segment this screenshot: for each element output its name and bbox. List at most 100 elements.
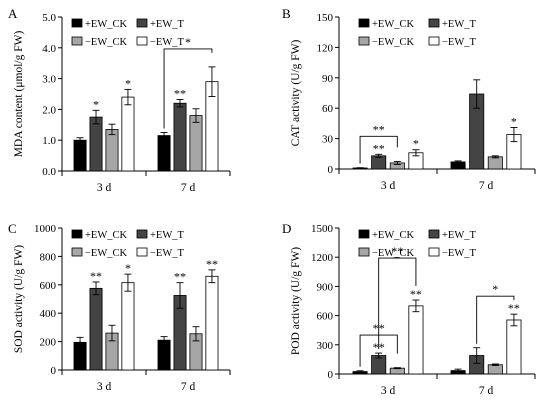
bracket-label: ** <box>373 122 385 136</box>
bar <box>73 139 87 172</box>
y-tick-label: 900 <box>317 281 334 293</box>
bar <box>408 305 424 375</box>
x-category-label: 7 d <box>181 182 196 194</box>
x-category-label: 7 d <box>479 180 494 192</box>
significance-bracket <box>476 295 515 344</box>
legend-label: −EW_T <box>442 37 476 48</box>
y-tick-label: 90 <box>322 73 334 85</box>
significance-mark: ** <box>174 87 186 101</box>
y-tick-label: 4.0 <box>42 43 56 55</box>
bar <box>487 364 503 375</box>
panel-letter: C <box>8 221 17 236</box>
y-axis-label: SOD activity (U/g FW) <box>13 245 25 353</box>
bracket-label: * <box>492 282 498 296</box>
bar <box>506 319 522 375</box>
bar <box>173 102 187 172</box>
legend-label: −EW_T <box>150 248 184 259</box>
y-tick-label: 120 <box>317 42 334 54</box>
legend-label: −EW_CK <box>85 37 127 48</box>
legend-label: +EW_T <box>150 19 184 30</box>
legend-label: +EW_T <box>442 19 476 30</box>
y-axis-label: CAT activity (U/g FW) <box>290 39 302 146</box>
y-tick-label: 5.0 <box>42 12 56 24</box>
legend-swatch <box>428 229 440 239</box>
bar <box>89 287 103 371</box>
y-tick-label: 30 <box>322 134 334 146</box>
y-axis-label: POD activity (U/g FW) <box>290 247 302 355</box>
y-tick-label: 0 <box>51 365 57 377</box>
y-tick-label: 1200 <box>311 252 334 264</box>
legend-swatch <box>358 36 370 46</box>
legend-swatch <box>136 247 148 257</box>
x-category-label: 3 d <box>381 385 396 397</box>
panel-letter: A <box>8 6 18 21</box>
significance-mark: * <box>125 76 131 90</box>
bar <box>89 116 103 172</box>
x-category-label: 3 d <box>97 182 112 194</box>
legend-swatch <box>428 247 440 257</box>
legend-swatch <box>71 36 83 46</box>
y-tick-label: 200 <box>40 337 57 349</box>
significance-mark: * <box>93 97 99 111</box>
significance-mark: * <box>511 114 517 128</box>
significance-mark: ** <box>174 270 186 284</box>
legend-label: −EW_CK <box>85 248 127 259</box>
legend-label: −EW_T <box>442 248 476 259</box>
y-tick-label: 600 <box>40 280 57 292</box>
y-tick-label: 3.0 <box>42 74 56 86</box>
bracket-label: ** <box>391 244 403 258</box>
legend-swatch <box>358 247 370 257</box>
significance-mark: ** <box>90 269 102 283</box>
y-tick-label: 1.0 <box>42 135 56 147</box>
y-tick-label: 150 <box>317 12 334 24</box>
legend-swatch <box>136 18 148 28</box>
legend-swatch <box>428 18 440 28</box>
x-category-label: 7 d <box>181 381 196 393</box>
legend-swatch <box>358 229 370 239</box>
legend-label: −EW_CK <box>372 37 414 48</box>
bracket-label: * <box>185 35 191 49</box>
y-tick-label: 1500 <box>311 223 334 235</box>
legend-swatch <box>71 229 83 239</box>
significance-mark: * <box>413 137 419 151</box>
x-category-label: 3 d <box>97 381 112 393</box>
legend-label: +EW_T <box>442 230 476 241</box>
chart-panel-d: D POD activity (U/g FW) 0 300 600 900 1200 1500… <box>282 221 536 397</box>
chart-panel-a: A MDA content (μmol/g FW) 0.0 1.0 2.0 3.0 4.0 5… <box>8 6 231 194</box>
panel-letter: D <box>282 221 291 236</box>
chart-panel-c: C SOD activity (U/g FW) 0 200 400 600 800 1000 3… <box>8 221 231 393</box>
legend-label: +EW_CK <box>85 19 127 30</box>
legend-label: +EW_T <box>150 230 184 241</box>
legend-swatch <box>136 229 148 239</box>
y-tick-label: 800 <box>40 251 57 263</box>
legend-label: +EW_CK <box>372 19 414 30</box>
significance-mark: ** <box>206 257 218 271</box>
y-tick-label: 0 <box>328 369 334 381</box>
significance-mark: ** <box>373 141 385 155</box>
legend-swatch <box>71 18 83 28</box>
bar <box>157 135 171 172</box>
y-tick-label: 600 <box>317 311 334 323</box>
bar <box>121 282 135 371</box>
y-tick-label: 0.0 <box>42 166 56 178</box>
bar <box>205 275 219 371</box>
legend-swatch <box>428 36 440 46</box>
bar <box>487 156 503 170</box>
y-tick-label: 1000 <box>34 223 57 235</box>
legend-label: +EW_CK <box>85 230 127 241</box>
legend-swatch <box>136 36 148 46</box>
chart-panel-b: B CAT activity (U/g FW) 0 30 60 90 120 150 3 d 7 … <box>282 6 536 192</box>
significance-bracket <box>163 48 213 129</box>
bar <box>121 96 135 172</box>
legend-swatch <box>71 247 83 257</box>
significance-mark: ** <box>508 301 520 315</box>
bar <box>105 129 119 172</box>
significance-bracket <box>378 257 417 350</box>
y-tick-label: 2.0 <box>42 104 56 116</box>
y-tick-label: 400 <box>40 308 57 320</box>
significance-bracket <box>359 135 398 164</box>
y-axis-label: MDA content (μmol/g FW) <box>13 31 25 158</box>
legend-swatch <box>358 18 370 28</box>
y-tick-label: 60 <box>322 103 334 115</box>
